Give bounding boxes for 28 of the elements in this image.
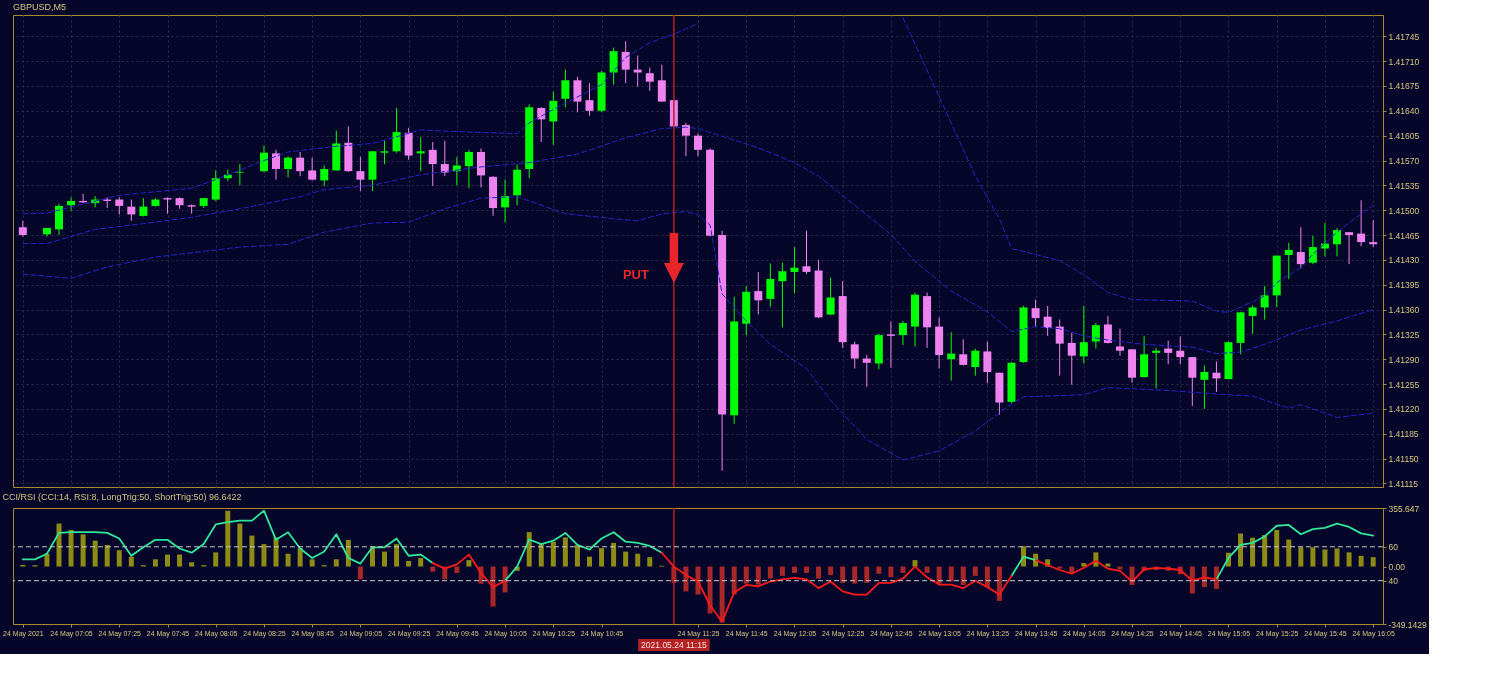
y-tick-label: 1.41185 xyxy=(1388,429,1419,440)
y-tick-label: 1.41710 xyxy=(1388,56,1420,67)
y-tick-label: 1.41255 xyxy=(1388,379,1420,390)
ref-line-label: 2021.05.24 11:15 xyxy=(641,640,707,650)
y-tick-label: 1.41640 xyxy=(1388,106,1420,117)
y2-tick-label: 40 xyxy=(1388,576,1399,587)
y-tick-label: 1.41115 xyxy=(1388,478,1419,489)
y-tick-label: 1.41500 xyxy=(1388,205,1420,216)
chart-title: GBPUSD,M5 xyxy=(13,2,67,13)
y-tick-label: 1.41465 xyxy=(1388,230,1420,241)
y-tick-label: 1.41395 xyxy=(1388,280,1420,291)
y-tick-label: 1.41675 xyxy=(1388,81,1420,92)
y-tick-label: 1.41570 xyxy=(1388,156,1420,166)
y2-tick-label: 60 xyxy=(1388,542,1399,553)
y-tick-label: 1.41220 xyxy=(1388,404,1420,415)
y-tick-label: 1.41290 xyxy=(1388,354,1420,365)
y-tick-label: 1.41605 xyxy=(1388,131,1420,142)
y-tick-label: -349.1429 xyxy=(1388,619,1428,630)
y-tick-label: 1.41430 xyxy=(1388,255,1420,266)
y-tick-label: 0.00 xyxy=(1388,562,1406,573)
y-tick-label: 1.41360 xyxy=(1388,305,1420,316)
y-tick-label: 1.41745 xyxy=(1388,31,1420,42)
y-tick-label: 1.41150 xyxy=(1388,454,1419,465)
annotation: PUT xyxy=(622,266,649,282)
y-tick-label: 1.41325 xyxy=(1388,329,1420,340)
y-tick-label: 1.41535 xyxy=(1388,180,1420,191)
chart-title: CCI/RSI (CCI:14, RSI:8, LongTrig:50, ShortTrig:50) 96.6422 xyxy=(2,492,242,502)
y-tick-label: 355.647 xyxy=(1388,503,1420,514)
